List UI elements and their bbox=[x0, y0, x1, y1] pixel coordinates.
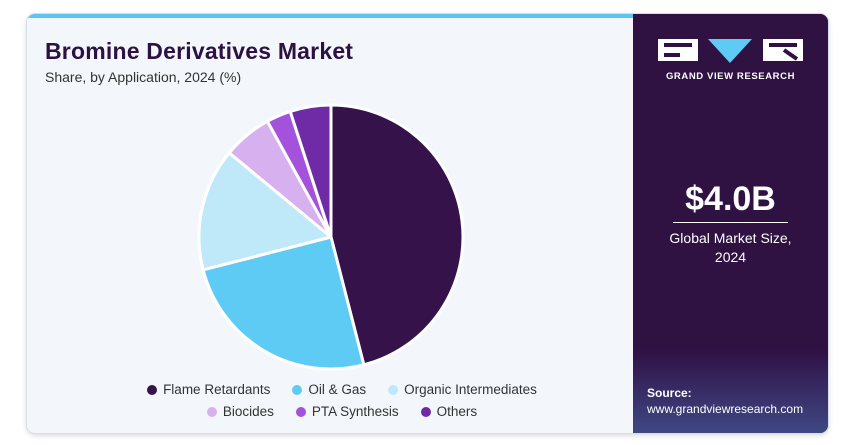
market-size-value: $4.0B bbox=[685, 180, 776, 218]
source-label: Source: bbox=[647, 386, 692, 400]
legend-item-organic-intermediates: Organic Intermediates bbox=[388, 382, 537, 397]
market-size-label-line1: Global Market Size, bbox=[669, 230, 792, 246]
source-band bbox=[633, 352, 828, 433]
legend-label-biocides: Biocides bbox=[222, 404, 274, 419]
legend-swatch-pta-synthesis bbox=[295, 406, 306, 417]
chart-title: Bromine Derivatives Market bbox=[45, 38, 354, 64]
legend-swatch-flame-retardants bbox=[147, 384, 158, 395]
legend-swatch-organic-intermediates bbox=[388, 384, 399, 395]
pie-slice-others bbox=[288, 103, 333, 239]
legend-swatch-biocides bbox=[206, 406, 217, 417]
legend-item-biocides: Biocides bbox=[206, 404, 274, 419]
legend-label-others: Others bbox=[436, 404, 478, 419]
chart-subtitle: Share, by Application, 2024 (%) bbox=[45, 69, 242, 85]
pie-chart bbox=[197, 103, 465, 371]
pie-slice-flame-retardants bbox=[329, 103, 465, 367]
legend-swatch-others bbox=[420, 406, 431, 417]
info-panel: GRAND VIEW RESEARCH $4.0B Global Market … bbox=[633, 14, 828, 433]
legend-item-pta-synthesis: PTA Synthesis bbox=[295, 404, 399, 419]
legend-row-2: Biocides PTA Synthesis Others bbox=[107, 404, 577, 419]
legend-item-oil-gas: Oil & Gas bbox=[292, 382, 366, 397]
legend-label-flame-retardants: Flame Retardants bbox=[163, 382, 271, 397]
legend-label-organic-intermediates: Organic Intermediates bbox=[404, 382, 537, 397]
legend-swatch-oil-gas bbox=[292, 384, 303, 395]
brand-name: GRAND VIEW RESEARCH bbox=[665, 71, 796, 82]
accent-strip bbox=[27, 14, 633, 18]
source-link[interactable]: www.grandviewresearch.com bbox=[647, 402, 804, 416]
legend-item-others: Others bbox=[420, 404, 478, 419]
chart-panel: Bromine Derivatives Market Share, by App… bbox=[27, 18, 633, 433]
grand-view-research-logo bbox=[658, 39, 803, 63]
pie-slice-organic-intermediates bbox=[197, 151, 333, 272]
legend-item-flame-retardants: Flame Retardants bbox=[147, 382, 270, 397]
legend-label-oil-gas: Oil & Gas bbox=[308, 382, 367, 397]
divider bbox=[673, 222, 788, 223]
pie-slice-oil-gas bbox=[201, 235, 366, 371]
market-size-label-line2: 2024 bbox=[714, 249, 747, 265]
market-size-label: Global Market Size, 2024 bbox=[633, 229, 828, 267]
chart-legend: Flame Retardants Oil & Gas Organic Inter… bbox=[107, 382, 577, 426]
report-card: Bromine Derivatives Market Share, by App… bbox=[27, 14, 828, 433]
legend-row-1: Flame Retardants Oil & Gas Organic Inter… bbox=[107, 382, 577, 397]
legend-label-pta-synthesis: PTA Synthesis bbox=[311, 404, 399, 419]
